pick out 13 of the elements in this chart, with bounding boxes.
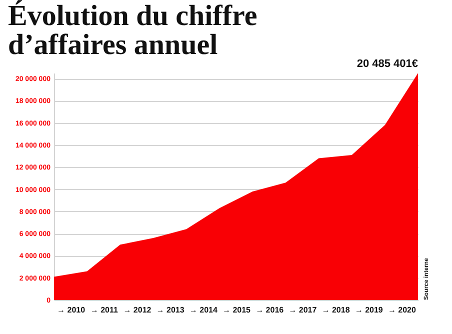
x-tick-label: → 2016 <box>256 306 284 314</box>
x-tick-label: → 2014 <box>189 306 218 314</box>
x-tick-label: → 2011 <box>90 306 118 314</box>
chart-title: Évolution du chiffre d’affaires annuel <box>8 0 258 61</box>
x-tick-label: → 2017 <box>288 306 318 314</box>
x-tick-label: → 2018 <box>322 306 350 314</box>
x-tick-label: → 2020 <box>388 306 417 314</box>
x-tick-label: → 2019 <box>354 306 384 314</box>
data-label: 20 485 401€ <box>356 58 418 70</box>
x-tick-label: → 2013 <box>156 306 185 314</box>
x-tick-label: → 2012 <box>123 306 152 314</box>
x-tick-label: → 2010 <box>57 306 86 314</box>
x-tick-label: → 2015 <box>222 306 252 314</box>
